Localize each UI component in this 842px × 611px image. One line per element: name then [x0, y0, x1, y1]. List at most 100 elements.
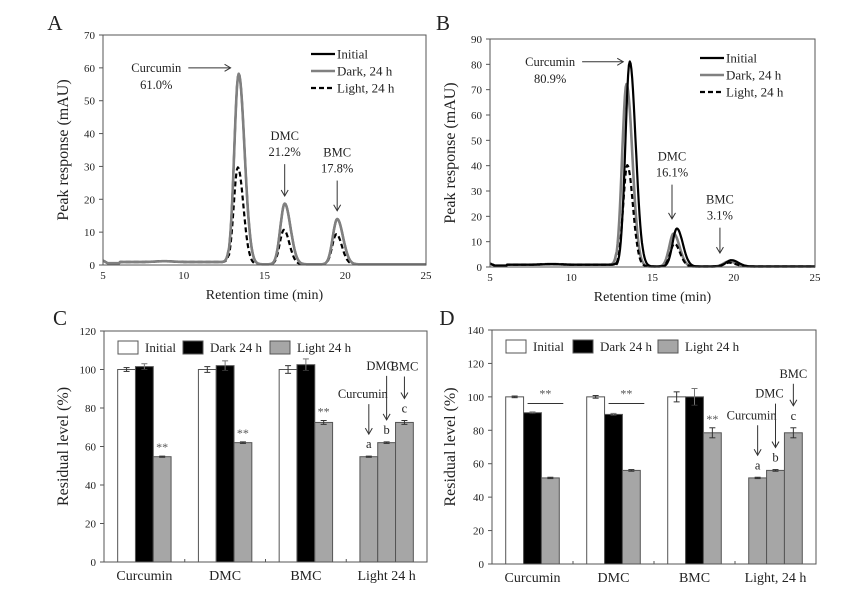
bar-group-light-24-h: a Curcumin b DMC c BMC: [727, 367, 807, 565]
panel-label: C: [53, 306, 67, 330]
series-line-dark-24-h: [489, 82, 816, 268]
peak-annotation-curcumin: Curcumin 80.9%: [525, 55, 625, 86]
legend-label: Light, 24 h: [726, 85, 784, 100]
arrow-label: BMC: [391, 360, 419, 374]
group-letter: a: [366, 437, 372, 451]
plot-frame: [103, 330, 428, 563]
y-tick-label: 0: [91, 557, 97, 569]
group-letter: b: [772, 451, 778, 465]
x-category-label: DMC: [209, 569, 241, 584]
bar: [215, 365, 235, 563]
x-axis-label: Retention time (min): [594, 290, 712, 305]
y-tick-label: 20: [85, 519, 97, 531]
y-tick-label: 20: [473, 526, 485, 538]
bar: [296, 364, 316, 563]
y-tick-label: 50: [84, 96, 96, 108]
y-tick-label: 60: [84, 63, 96, 75]
legend-label: Initial: [533, 339, 564, 354]
bar: [117, 369, 136, 563]
y-tick-label: 20: [84, 194, 96, 206]
peak-annotation-curcumin: Curcumin 61.0%: [131, 61, 232, 92]
arrow-label: Curcumin: [338, 387, 389, 401]
bar: [134, 366, 154, 563]
legend-swatch: [657, 339, 679, 354]
x-tick-label: 5: [100, 270, 106, 282]
x-category-label: Light, 24 h: [745, 571, 807, 586]
legend-label: Light 24 h: [297, 340, 352, 355]
y-tick-label: 0: [90, 260, 96, 272]
legend-swatch: [117, 340, 139, 355]
bar: [783, 432, 803, 565]
x-tick-label: 25: [810, 272, 822, 284]
series-line-light-24-h: [102, 166, 427, 266]
group-letter: b: [384, 423, 390, 437]
panel-b: B 0 10 20 30 40 50 60 70 80 90 Peak response (mAU) 5…: [436, 11, 821, 305]
y-tick-label: 90: [471, 34, 483, 46]
legend-label: Dark 24 h: [210, 340, 262, 355]
annotation-value: 16.1%: [656, 166, 688, 180]
bar: [233, 442, 253, 563]
y-tick-label: 30: [84, 161, 96, 173]
plot-frame: [102, 34, 427, 266]
bar: [197, 369, 217, 563]
y-tick-label: 70: [84, 30, 96, 42]
arrow-head-icon: [716, 246, 724, 255]
legend-label: Initial: [726, 51, 757, 66]
peak-annotation-bmc: BMC 17.8%: [321, 146, 353, 212]
group-letter: c: [402, 402, 408, 416]
x-tick-label: 15: [259, 270, 271, 282]
annotation-value: 3.1%: [707, 209, 733, 223]
panel-label: B: [436, 11, 450, 35]
bar: [359, 456, 379, 563]
x-tick-label: 15: [647, 272, 659, 284]
panel-d: D 0 20 40 60 80 100 120 140 Residual level (%) Cur…: [439, 306, 817, 586]
arrow-label: Curcumin: [727, 408, 778, 422]
y-tick-label: 100: [468, 392, 485, 404]
arrow-head-icon: [364, 427, 373, 436]
arrow-head-icon: [400, 392, 409, 400]
bar-group-dmc: **: [586, 387, 645, 565]
legend-label: Light 24 h: [685, 339, 740, 354]
bar: [278, 369, 298, 563]
group-letter: c: [791, 409, 797, 423]
annotation-label: BMC: [706, 193, 734, 207]
legend-label: Dark, 24 h: [726, 68, 782, 83]
y-tick-label: 60: [473, 459, 485, 471]
x-category-label: Curcumin: [505, 571, 561, 586]
x-tick-label: 5: [487, 272, 493, 284]
arrow-label: BMC: [779, 367, 807, 381]
panel-a: A 0 10 20 30 40 50 60 70 Peak response (mAU) 5 10 15…: [47, 11, 432, 303]
plot-frame: [489, 38, 816, 268]
peak-annotation-dmc: DMC 16.1%: [656, 150, 688, 220]
y-tick-label: 140: [468, 325, 485, 337]
legend-swatch: [505, 339, 527, 354]
legend-label: Dark, 24 h: [337, 64, 393, 79]
legend-label: Dark 24 h: [600, 339, 652, 354]
x-tick-label: 10: [566, 272, 578, 284]
series-line-dark-24-h: [102, 72, 427, 266]
peak-annotation-bmc: BMC 3.1%: [706, 193, 734, 255]
legend: Initial Dark, 24 h Light, 24 h: [311, 47, 395, 96]
legend-label: Light, 24 h: [337, 81, 395, 96]
y-tick-label: 60: [471, 110, 483, 122]
y-tick-label: 10: [84, 227, 96, 239]
y-tick-label: 120: [80, 326, 97, 338]
y-axis-label: Peak response (mAU): [442, 82, 459, 223]
y-tick-label: 40: [85, 480, 97, 492]
arrow-head-icon: [789, 399, 798, 407]
annotation-label: Curcumin: [525, 55, 576, 69]
x-tick-label: 25: [421, 270, 433, 282]
y-axis-label: Peak response (mAU): [55, 79, 72, 220]
y-tick-label: 80: [471, 59, 483, 71]
arrow-head-icon: [224, 63, 232, 72]
y-tick-label: 20: [471, 211, 483, 223]
significance-marker: **: [539, 387, 551, 401]
bar: [314, 421, 334, 563]
annotation-label: Curcumin: [131, 61, 182, 75]
legend-swatch: [269, 340, 291, 355]
bar-group-bmc: **: [667, 388, 722, 565]
legend-label: Initial: [337, 47, 368, 62]
x-tick-label: 20: [340, 270, 352, 282]
arrow-head-icon: [616, 57, 625, 66]
bar-group-dmc: **: [197, 360, 253, 563]
